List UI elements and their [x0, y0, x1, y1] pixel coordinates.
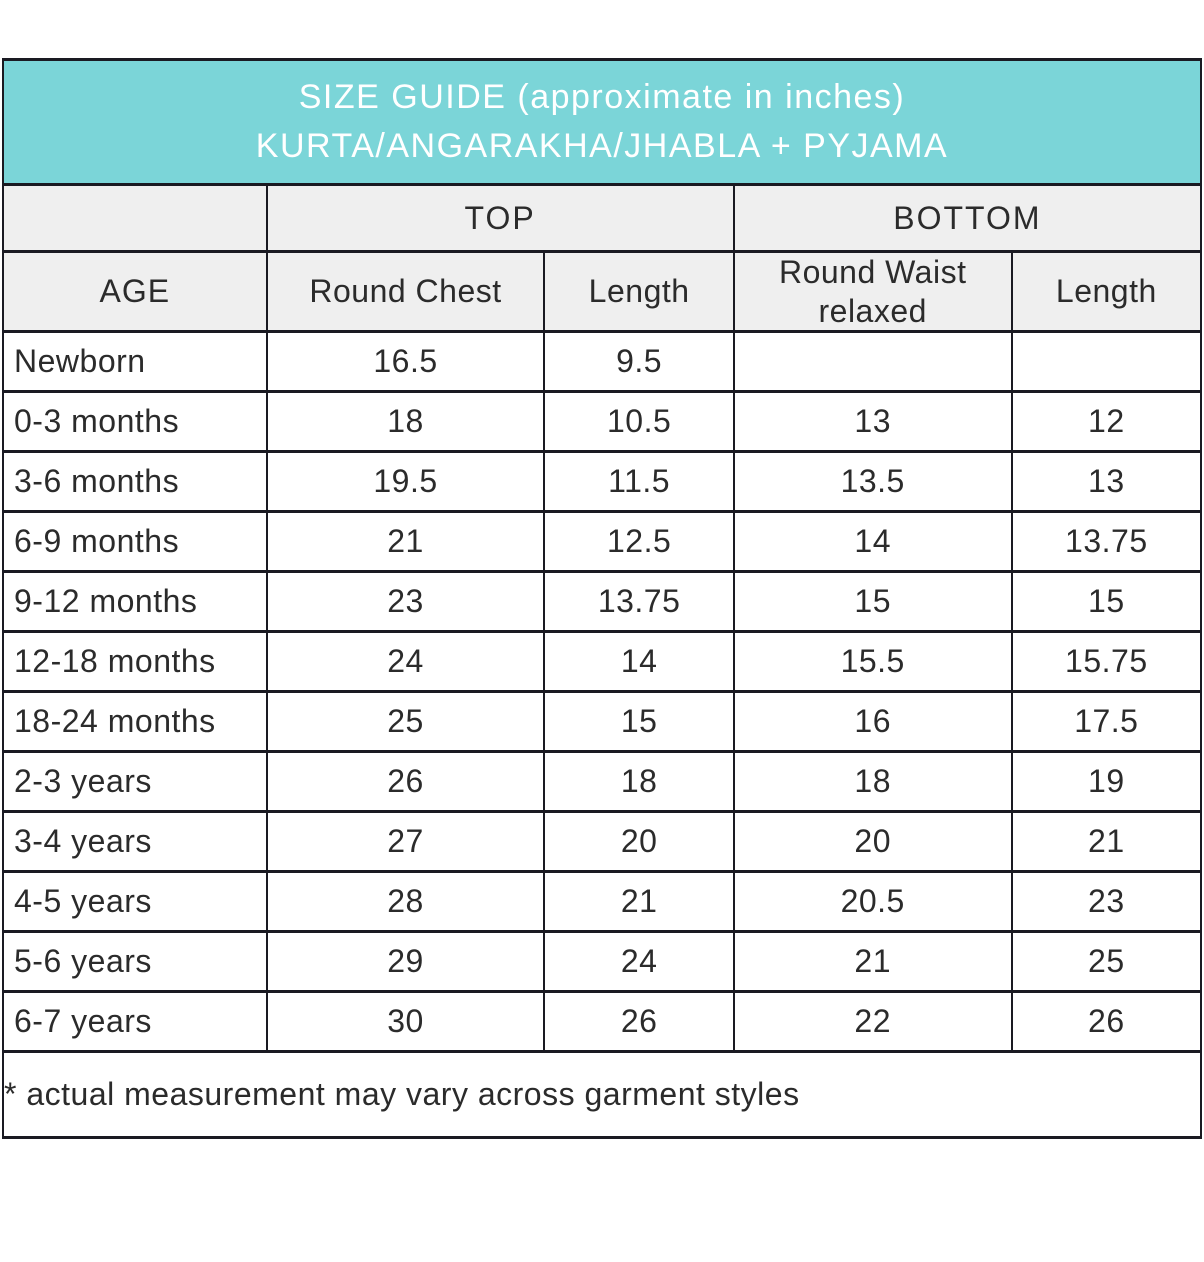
value-cell: 15.5: [732, 630, 1013, 693]
table-row: 0-3 months 18 10.5 13 12: [2, 390, 1203, 453]
value-cell: 20.5: [732, 870, 1013, 933]
value-cell: 24: [543, 930, 735, 993]
value-cell: 19.5: [265, 450, 546, 513]
value-cell: [732, 330, 1013, 393]
value-cell: 21: [1010, 810, 1203, 873]
value-cell: 18: [265, 390, 546, 453]
column-header-row: AGE Round Chest Length Round Waist relax…: [2, 250, 1203, 333]
corner-cell: [2, 183, 268, 253]
value-cell: 12.5: [543, 510, 735, 573]
value-cell: 21: [543, 870, 735, 933]
value-cell: 11.5: [543, 450, 735, 513]
value-cell: 20: [732, 810, 1013, 873]
value-cell: 27: [265, 810, 546, 873]
table-body: Newborn 16.5 9.5 0-3 months 18 10.5 13 12 3-6 mo…: [2, 330, 1203, 1053]
value-cell: 13.75: [1010, 510, 1203, 573]
value-cell: 16.5: [265, 330, 546, 393]
age-cell: 6-9 months: [2, 510, 268, 573]
title-row: SIZE GUIDE (approximate in inches) KURTA…: [2, 58, 1202, 186]
value-cell: 17.5: [1010, 690, 1203, 753]
value-cell: 24: [265, 630, 546, 693]
value-cell: 14: [732, 510, 1013, 573]
value-cell: 26: [1010, 990, 1203, 1053]
table-row: 3-6 months 19.5 11.5 13.5 13: [2, 450, 1203, 513]
age-cell: 3-6 months: [2, 450, 268, 513]
value-cell: 20: [543, 810, 735, 873]
value-cell: 13: [732, 390, 1013, 453]
column-header-round-chest: Round Chest: [265, 250, 546, 333]
value-cell: 9.5: [543, 330, 735, 393]
table-row: 6-9 months 21 12.5 14 13.75: [2, 510, 1203, 573]
value-cell: 10.5: [543, 390, 735, 453]
value-cell: 28: [265, 870, 546, 933]
group-header-row: TOP BOTTOM: [2, 183, 1203, 253]
value-cell: 12: [1010, 390, 1203, 453]
value-cell: 29: [265, 930, 546, 993]
table-row: 5-6 years 29 24 21 25: [2, 930, 1203, 993]
age-cell: 3-4 years: [2, 810, 268, 873]
value-cell: 13: [1010, 450, 1203, 513]
footnote: * actual measurement may vary across gar…: [2, 1050, 1202, 1139]
table-row: 18-24 months 25 15 16 17.5: [2, 690, 1203, 753]
age-cell: 6-7 years: [2, 990, 268, 1053]
age-cell: 5-6 years: [2, 930, 268, 993]
group-header-top: TOP: [265, 183, 735, 253]
table-row: 12-18 months 24 14 15.5 15.75: [2, 630, 1203, 693]
value-cell: 13.5: [732, 450, 1013, 513]
value-cell: 15: [732, 570, 1013, 633]
age-cell: 18-24 months: [2, 690, 268, 753]
title-line-2: KURTA/ANGARAKHA/JHABLA + PYJAMA: [255, 127, 949, 165]
column-header-top-length: Length: [543, 250, 735, 333]
value-cell: 21: [265, 510, 546, 573]
column-header-round-waist: Round Waist relaxed: [732, 250, 1013, 333]
value-cell: 25: [1010, 930, 1203, 993]
table-row: 9-12 months 23 13.75 15 15: [2, 570, 1203, 633]
value-cell: [1010, 330, 1203, 393]
group-header-bottom: BOTTOM: [732, 183, 1203, 253]
value-cell: 23: [1010, 870, 1203, 933]
age-cell: 9-12 months: [2, 570, 268, 633]
age-cell: Newborn: [2, 330, 268, 393]
value-cell: 14: [543, 630, 735, 693]
age-cell: 2-3 years: [2, 750, 268, 813]
age-cell: 4-5 years: [2, 870, 268, 933]
size-guide-table: SIZE GUIDE (approximate in inches) KURTA…: [2, 58, 1203, 1139]
value-cell: 21: [732, 930, 1013, 993]
value-cell: 19: [1010, 750, 1203, 813]
value-cell: 25: [265, 690, 546, 753]
table-row: 2-3 years 26 18 18 19: [2, 750, 1203, 813]
value-cell: 18: [732, 750, 1013, 813]
age-cell: 0-3 months: [2, 390, 268, 453]
value-cell: 22: [732, 990, 1013, 1053]
value-cell: 26: [543, 990, 735, 1053]
value-cell: 26: [265, 750, 546, 813]
table-row: 3-4 years 27 20 20 21: [2, 810, 1203, 873]
value-cell: 15: [1010, 570, 1203, 633]
value-cell: 15.75: [1010, 630, 1203, 693]
value-cell: 23: [265, 570, 546, 633]
table-row: 6-7 years 30 26 22 26: [2, 990, 1203, 1053]
column-header-age: AGE: [2, 250, 268, 333]
value-cell: 13.75: [543, 570, 735, 633]
footnote-row: * actual measurement may vary across gar…: [2, 1050, 1202, 1139]
column-header-bottom-length: Length: [1010, 250, 1203, 333]
value-cell: 15: [543, 690, 735, 753]
value-cell: 30: [265, 990, 546, 1053]
value-cell: 16: [732, 690, 1013, 753]
table-title: SIZE GUIDE (approximate in inches) KURTA…: [2, 58, 1202, 186]
table-row: 4-5 years 28 21 20.5 23: [2, 870, 1203, 933]
age-cell: 12-18 months: [2, 630, 268, 693]
table-row: Newborn 16.5 9.5: [2, 330, 1203, 393]
value-cell: 18: [543, 750, 735, 813]
title-line-1: SIZE GUIDE (approximate in inches): [298, 77, 906, 116]
